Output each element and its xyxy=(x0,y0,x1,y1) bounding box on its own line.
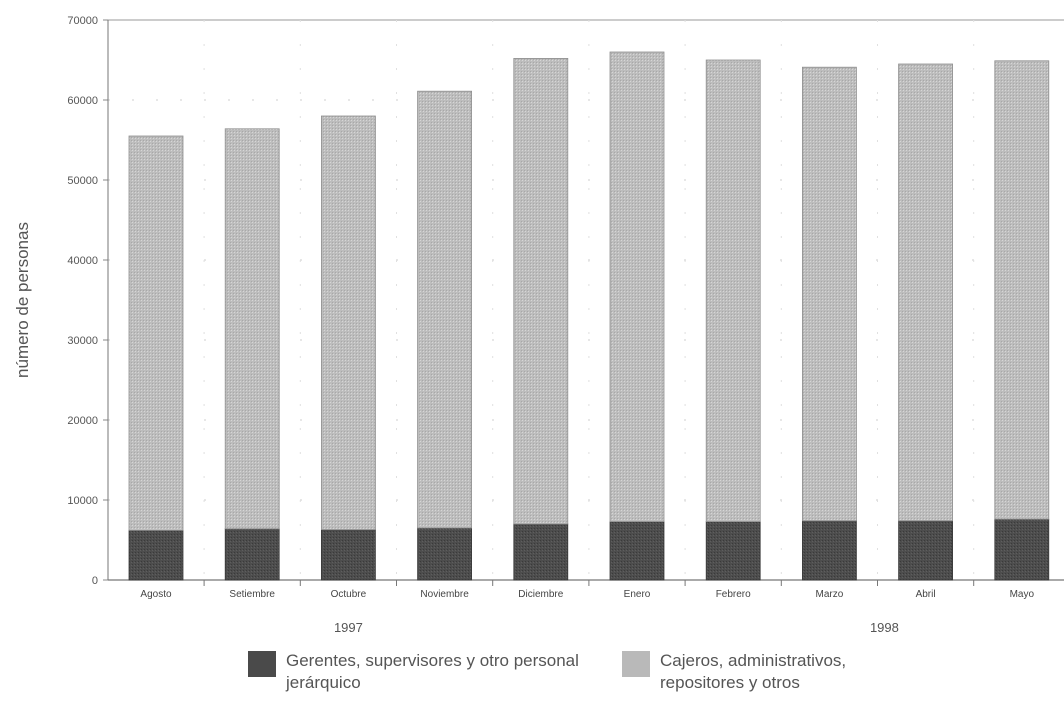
x-tick-label: Octubre xyxy=(331,589,367,600)
bar-gerentes-octubre xyxy=(320,529,376,581)
bar-gerentes-enero xyxy=(609,521,665,581)
legend-item-cajeros: Cajeros, administrativos, repositores y … xyxy=(622,650,910,694)
legend-label: Cajeros, administrativos, repositores y … xyxy=(660,651,847,692)
bar-cajeros-enero xyxy=(609,51,665,523)
bar-gerentes-agosto xyxy=(128,530,184,581)
bar-cajeros-diciembre xyxy=(513,58,569,525)
x-tick-label: Marzo xyxy=(816,589,844,600)
bars xyxy=(128,51,1050,581)
y-tick-label: 60000 xyxy=(67,95,98,107)
bar-gerentes-abril xyxy=(898,520,953,581)
x-tick-label: Febrero xyxy=(716,589,751,600)
gridlines xyxy=(108,19,1064,580)
legend: Gerentes, supervisores y otro personal j… xyxy=(248,650,910,694)
bar-cajeros-mayo xyxy=(994,60,1050,520)
x-tick-label: Noviembre xyxy=(420,589,469,600)
year-label: 1997 xyxy=(334,620,363,635)
x-tick-label: Abril xyxy=(916,589,936,600)
bar-gerentes-setiembre xyxy=(224,528,280,581)
legend-swatch-dark xyxy=(248,651,276,677)
y-tick-label: 50000 xyxy=(67,175,98,187)
bar-gerentes-febrero xyxy=(705,521,761,581)
y-tick-label: 70000 xyxy=(67,15,98,27)
x-tick-label: Agosto xyxy=(140,589,172,600)
y-tick-label: 0 xyxy=(92,575,98,587)
bar-cajeros-marzo xyxy=(802,66,857,522)
y-tick-label: 10000 xyxy=(67,495,98,507)
bar-cajeros-noviembre xyxy=(417,90,473,529)
y-axis-label: número de personas xyxy=(13,222,32,378)
x-tick-label: Setiembre xyxy=(229,589,275,600)
tick-labels: 0 10000 20000 30000 40000 50000 60000 70000 Agos… xyxy=(67,15,1034,635)
x-tick-label: Diciembre xyxy=(518,589,563,600)
legend-item-gerentes: Gerentes, supervisores y otro personal j… xyxy=(248,650,586,694)
bar-gerentes-noviembre xyxy=(417,527,473,581)
bar-cajeros-abril xyxy=(898,63,953,522)
bar-gerentes-diciembre xyxy=(513,523,569,581)
bar-cajeros-febrero xyxy=(705,59,761,523)
bar-gerentes-mayo xyxy=(994,518,1050,581)
legend-label: Gerentes, supervisores y otro personal j… xyxy=(286,651,579,692)
x-tick-label: Enero xyxy=(624,589,651,600)
bar-cajeros-setiembre xyxy=(224,128,280,530)
bar-gerentes-marzo xyxy=(802,520,857,581)
bar-cajeros-agosto xyxy=(128,135,184,531)
y-tick-label: 20000 xyxy=(67,415,98,427)
legend-swatch-light xyxy=(622,651,650,677)
x-tick-label: Mayo xyxy=(1010,589,1035,600)
y-tick-label: 40000 xyxy=(67,255,98,267)
bar-cajeros-octubre xyxy=(320,115,376,531)
y-tick-label: 30000 xyxy=(67,335,98,347)
year-label: 1998 xyxy=(870,620,899,635)
